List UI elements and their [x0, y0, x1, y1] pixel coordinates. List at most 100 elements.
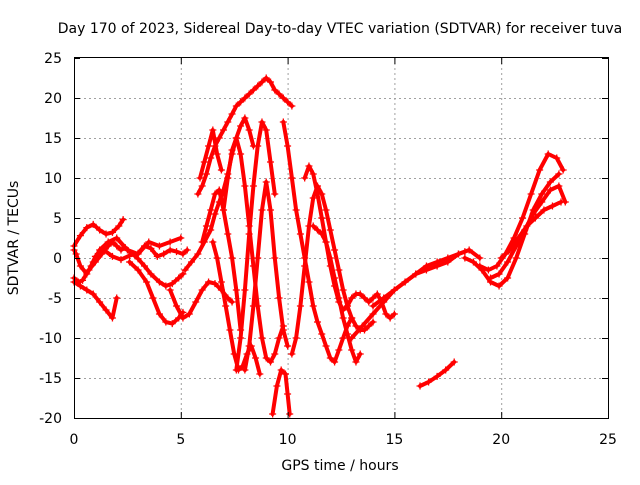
data-point: [275, 334, 283, 342]
data-point: [228, 110, 236, 118]
y-axis-label: SDTVAR / TECUs: [6, 181, 22, 296]
data-point: [211, 190, 219, 198]
data-point: [369, 318, 377, 326]
data-point: [267, 78, 275, 86]
data-point: [179, 250, 187, 258]
data-series: [196, 126, 225, 182]
data-point: [89, 220, 97, 228]
data-point: [390, 286, 398, 294]
data-point: [226, 326, 234, 334]
data-point: [476, 262, 484, 270]
data-point: [160, 250, 168, 258]
data-point: [527, 190, 535, 198]
data-point: [79, 276, 87, 284]
data-point: [348, 346, 356, 354]
y-tick-label: -10: [39, 331, 62, 347]
data-point: [202, 170, 210, 178]
data-point: [254, 142, 262, 150]
data-point: [281, 370, 289, 378]
data-point: [153, 252, 161, 260]
data-series: [70, 234, 185, 278]
data-point: [314, 226, 322, 234]
data-point: [104, 238, 112, 246]
data-point: [241, 114, 249, 122]
data-point: [279, 118, 287, 126]
data-series: [232, 118, 279, 374]
data-point: [269, 410, 277, 418]
data-point: [339, 334, 347, 342]
data-point: [284, 390, 292, 398]
data-point: [198, 286, 206, 294]
data-point: [162, 282, 170, 290]
data-point: [559, 166, 567, 174]
data-point: [256, 370, 264, 378]
data-point: [519, 214, 527, 222]
data-point: [262, 74, 270, 82]
data-point: [194, 250, 202, 258]
data-point: [108, 228, 116, 236]
data-point: [314, 318, 322, 326]
data-point: [557, 198, 565, 206]
data-point: [401, 278, 409, 286]
data-point: [245, 126, 253, 134]
data-point: [553, 154, 561, 162]
x-tick-label: 20: [492, 432, 510, 448]
data-series: [70, 238, 187, 290]
data-point: [476, 254, 484, 262]
data-series: [241, 178, 292, 374]
data-point: [529, 210, 537, 218]
data-point: [465, 246, 473, 254]
data-point: [126, 252, 134, 260]
data-point: [241, 366, 249, 374]
series-track: [281, 120, 354, 364]
data-point: [220, 126, 228, 134]
series-track: [72, 236, 183, 276]
data-point: [284, 342, 292, 350]
data-point: [454, 250, 462, 258]
data-point: [249, 182, 257, 190]
data-point: [179, 270, 187, 278]
data-point: [326, 254, 334, 262]
data-point: [348, 294, 356, 302]
data-point: [117, 256, 125, 264]
data-point: [207, 206, 215, 214]
y-tick-label: -20: [39, 411, 62, 427]
data-point: [538, 198, 546, 206]
data-point: [187, 258, 195, 266]
data-point: [102, 230, 110, 238]
data-series: [70, 216, 127, 250]
data-point: [224, 230, 232, 238]
data-point: [108, 314, 116, 322]
data-point: [544, 150, 552, 158]
data-point: [275, 90, 283, 98]
data-point: [314, 190, 322, 198]
data-point: [196, 174, 204, 182]
data-point: [252, 354, 260, 362]
data-layer: [70, 74, 569, 418]
series-track: [234, 120, 277, 372]
plot-frame: [74, 57, 609, 419]
data-point: [237, 98, 245, 106]
data-point: [149, 294, 157, 302]
data-series: [416, 358, 458, 390]
data-point: [198, 182, 206, 190]
chart-title: Day 170 of 2023, Sidereal Day-to-day VTE…: [58, 21, 622, 37]
data-point: [249, 302, 257, 310]
data-point: [76, 232, 84, 240]
data-point: [96, 298, 104, 306]
data-point: [369, 302, 377, 310]
tick-layer: 0 5 10 15 20 25 -20 -15 -10 -5 0 5 10 15 20 25: [39, 51, 617, 448]
series-track: [198, 128, 224, 180]
data-point: [205, 142, 213, 150]
data-point: [373, 290, 381, 298]
data-point: [365, 298, 373, 306]
data-point: [155, 278, 163, 286]
data-point: [211, 280, 219, 288]
data-point: [245, 90, 253, 98]
data-point: [422, 266, 430, 274]
data-point: [461, 254, 469, 262]
data-series: [309, 222, 364, 366]
data-point: [365, 322, 373, 330]
data-series: [126, 258, 187, 328]
